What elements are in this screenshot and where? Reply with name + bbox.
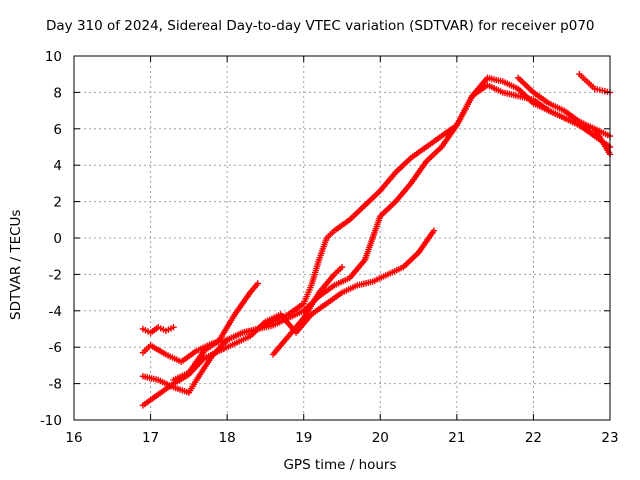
y-tick-label: -10 (40, 413, 62, 429)
x-tick-label: 21 (448, 430, 465, 446)
x-tick-label: 22 (525, 430, 542, 446)
y-tick-label: 8 (53, 85, 62, 101)
data-point (254, 280, 261, 287)
data-point (430, 227, 438, 234)
axis-ticks: 16 17 18 19 20 21 22 23 -10 -8 -6 -4 -2 0 2 4 6 8 10 (40, 49, 619, 446)
x-tick-label: 16 (65, 430, 82, 446)
y-tick-label: 0 (53, 231, 62, 247)
chart-title: Day 310 of 2024, Sidereal Day-to-day VTE… (46, 18, 595, 34)
grid (74, 56, 610, 420)
y-tick-label: 2 (53, 195, 62, 211)
data-point (170, 323, 177, 331)
series-track-f (269, 263, 346, 358)
series-track-d (139, 227, 438, 409)
data-points (139, 71, 614, 409)
x-tick-label: 18 (219, 430, 236, 446)
x-tick-label: 20 (372, 430, 389, 446)
y-tick-label: -2 (49, 267, 62, 283)
y-tick-label: 4 (53, 158, 62, 174)
y-tick-label: -6 (49, 340, 62, 356)
series-track-e (170, 280, 261, 384)
x-tick-label: 19 (295, 430, 312, 446)
y-tick-label: 6 (53, 122, 62, 138)
x-axis-label: GPS time / hours (283, 457, 397, 473)
x-tick-label: 23 (601, 430, 618, 446)
x-tick-label: 17 (142, 430, 159, 446)
y-tick-label: 10 (45, 49, 62, 65)
data-point (338, 263, 346, 271)
y-tick-label: -8 (49, 377, 62, 393)
series-track-a (139, 323, 177, 336)
y-tick-label: -4 (49, 304, 62, 320)
